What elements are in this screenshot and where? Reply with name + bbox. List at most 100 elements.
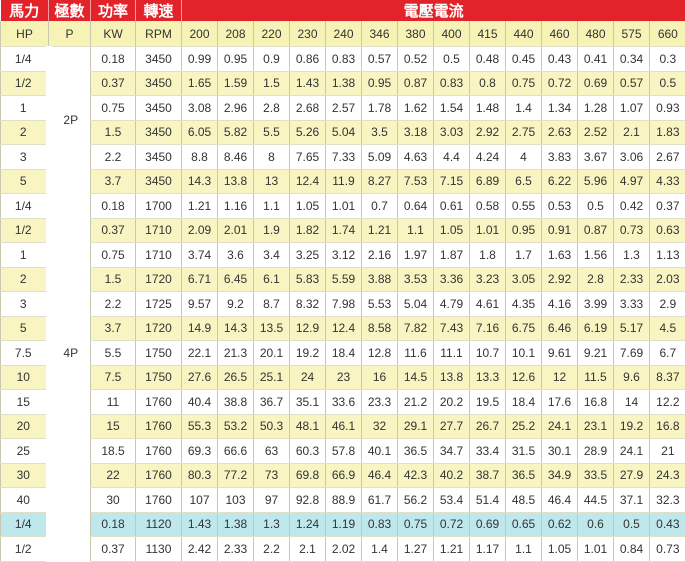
current-cell: 0.5 bbox=[434, 47, 470, 72]
current-cell: 23.3 bbox=[362, 390, 398, 415]
rpm-cell: 1760 bbox=[136, 463, 182, 488]
current-cell: 20.1 bbox=[254, 341, 290, 366]
current-cell: 4.35 bbox=[506, 292, 542, 317]
hp-cell: 1/2 bbox=[1, 71, 49, 96]
current-cell: 6.46 bbox=[542, 316, 578, 341]
column-header: HP bbox=[1, 21, 49, 47]
current-cell: 8.7 bbox=[254, 292, 290, 317]
current-cell: 24.1 bbox=[614, 439, 650, 464]
current-cell: 16.8 bbox=[578, 390, 614, 415]
current-cell: 12.4 bbox=[290, 169, 326, 194]
current-cell: 1.1 bbox=[506, 537, 542, 562]
rpm-cell: 3450 bbox=[136, 71, 182, 96]
current-cell: 32.3 bbox=[650, 488, 685, 513]
current-cell: 2.09 bbox=[182, 218, 218, 243]
current-cell: 1.21 bbox=[362, 218, 398, 243]
current-cell: 69.8 bbox=[290, 463, 326, 488]
current-cell: 2.33 bbox=[218, 537, 254, 562]
current-cell: 0.83 bbox=[434, 71, 470, 96]
current-cell: 7.65 bbox=[290, 145, 326, 170]
column-header: 480 bbox=[578, 21, 614, 47]
current-cell: 6.5 bbox=[506, 169, 542, 194]
current-cell: 24 bbox=[290, 365, 326, 390]
current-cell: 1.74 bbox=[326, 218, 362, 243]
current-cell: 8.37 bbox=[650, 365, 685, 390]
current-cell: 10.1 bbox=[506, 341, 542, 366]
kw-cell: 2.2 bbox=[91, 145, 136, 170]
current-cell: 6.89 bbox=[470, 169, 506, 194]
current-cell: 5.17 bbox=[614, 316, 650, 341]
current-cell: 3.4 bbox=[254, 243, 290, 268]
hp-cell: 1 bbox=[1, 96, 49, 121]
current-cell: 31.5 bbox=[506, 439, 542, 464]
current-cell: 0.95 bbox=[218, 47, 254, 72]
current-cell: 11.1 bbox=[434, 341, 470, 366]
current-cell: 3.67 bbox=[578, 145, 614, 170]
current-cell: 0.52 bbox=[398, 47, 434, 72]
current-cell: 1.65 bbox=[182, 71, 218, 96]
current-cell: 0.91 bbox=[542, 218, 578, 243]
current-cell: 1.78 bbox=[362, 96, 398, 121]
power-title: 功率 bbox=[91, 0, 136, 21]
current-cell: 2.57 bbox=[326, 96, 362, 121]
current-cell: 35.1 bbox=[290, 390, 326, 415]
hp-cell: 3 bbox=[1, 145, 49, 170]
current-cell: 12.9 bbox=[290, 316, 326, 341]
current-cell: 11.5 bbox=[578, 365, 614, 390]
current-cell: 3.5 bbox=[362, 120, 398, 145]
current-cell: 23.1 bbox=[578, 414, 614, 439]
current-cell: 42.3 bbox=[398, 463, 434, 488]
kw-cell: 0.18 bbox=[91, 512, 136, 537]
pole-cell: 2P bbox=[49, 47, 91, 194]
current-cell: 46.4 bbox=[362, 463, 398, 488]
current-cell: 0.53 bbox=[542, 194, 578, 219]
current-cell: 0.73 bbox=[614, 218, 650, 243]
current-cell: 1.07 bbox=[614, 96, 650, 121]
current-cell: 0.5 bbox=[614, 512, 650, 537]
rpm-cell: 1760 bbox=[136, 439, 182, 464]
current-cell: 13 bbox=[254, 169, 290, 194]
current-cell: 0.83 bbox=[362, 512, 398, 537]
current-cell: 0.75 bbox=[398, 512, 434, 537]
current-cell: 66.9 bbox=[326, 463, 362, 488]
current-cell: 11.9 bbox=[326, 169, 362, 194]
current-cell: 3.08 bbox=[182, 96, 218, 121]
current-cell: 0.93 bbox=[650, 96, 685, 121]
column-header: KW bbox=[91, 21, 136, 47]
current-cell: 12 bbox=[542, 365, 578, 390]
current-cell: 1.97 bbox=[398, 243, 434, 268]
rpm-cell: 1720 bbox=[136, 267, 182, 292]
current-cell: 1.56 bbox=[578, 243, 614, 268]
current-cell: 6.75 bbox=[506, 316, 542, 341]
current-cell: 1.48 bbox=[470, 96, 506, 121]
column-header: 346 bbox=[362, 21, 398, 47]
current-cell: 5.59 bbox=[326, 267, 362, 292]
current-cell: 6.71 bbox=[182, 267, 218, 292]
current-cell: 5.5 bbox=[254, 120, 290, 145]
current-cell: 16.8 bbox=[650, 414, 685, 439]
current-cell: 5.09 bbox=[362, 145, 398, 170]
current-cell: 0.75 bbox=[506, 71, 542, 96]
current-cell: 0.42 bbox=[614, 194, 650, 219]
hp-cell: 15 bbox=[1, 390, 49, 415]
hp-cell: 7.5 bbox=[1, 341, 49, 366]
rpm-cell: 1760 bbox=[136, 414, 182, 439]
current-cell: 9.2 bbox=[218, 292, 254, 317]
current-cell: 0.87 bbox=[398, 71, 434, 96]
current-cell: 6.19 bbox=[578, 316, 614, 341]
current-cell: 14.3 bbox=[218, 316, 254, 341]
kw-cell: 0.75 bbox=[91, 96, 136, 121]
current-cell: 33.5 bbox=[578, 463, 614, 488]
current-cell: 0.86 bbox=[290, 47, 326, 72]
current-cell: 3.12 bbox=[326, 243, 362, 268]
kw-cell: 0.75 bbox=[91, 243, 136, 268]
